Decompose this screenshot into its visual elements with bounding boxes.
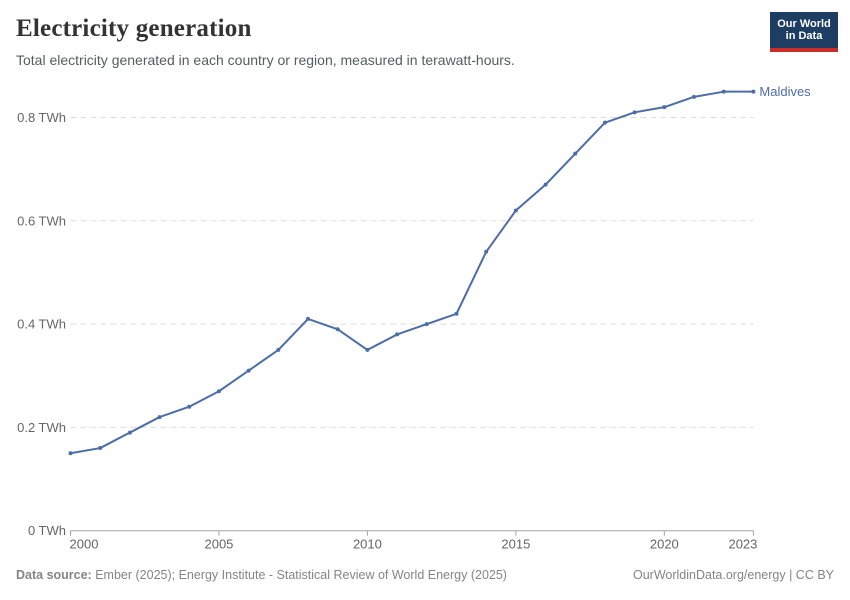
x-axis-tick-label: 2010 bbox=[353, 537, 382, 552]
chart-svg: 0 TWh 0.2 TWh 0.4 TWh 0.6 TWh 0.8 TWh 2000 200… bbox=[17, 84, 811, 552]
data-point bbox=[662, 105, 667, 110]
data-point bbox=[68, 451, 73, 456]
x-axis-tick-label: 2005 bbox=[204, 537, 233, 552]
data-point bbox=[127, 430, 132, 435]
x-axis-tick-label: 2000 bbox=[70, 537, 99, 552]
owid-logo[interactable]: Our World in Data bbox=[770, 12, 838, 52]
series-end-label: Maldives bbox=[759, 85, 811, 99]
data-point bbox=[276, 347, 281, 352]
data-point bbox=[751, 89, 756, 94]
data-point bbox=[484, 249, 489, 254]
data-point bbox=[424, 322, 429, 327]
chart-header: Electricity generation Total electricity… bbox=[16, 14, 756, 69]
page-title: Electricity generation bbox=[16, 15, 252, 42]
data-point bbox=[632, 110, 637, 115]
chart-subtitle: Total electricity generated in each coun… bbox=[16, 52, 515, 68]
data-point bbox=[246, 368, 251, 373]
y-axis-tick-label: 0.2 TWh bbox=[17, 420, 66, 435]
data-point bbox=[98, 446, 103, 451]
chart-footer: Data source: Ember (2025); Energy Instit… bbox=[16, 568, 834, 582]
data-point bbox=[157, 415, 162, 420]
data-point bbox=[573, 151, 578, 156]
y-axis-tick-label: 0.8 TWh bbox=[17, 110, 66, 125]
data-point bbox=[692, 94, 697, 99]
x-axis-tick-label: 2020 bbox=[650, 537, 679, 552]
x-axis-tick-label: 2023 bbox=[728, 537, 757, 552]
data-point bbox=[602, 120, 607, 125]
y-axis-tick-label: 0 TWh bbox=[28, 523, 66, 538]
data-point bbox=[454, 311, 459, 316]
owid-logo-line1: Our World bbox=[777, 18, 831, 30]
data-source-text: Ember (2025); Energy Institute - Statist… bbox=[91, 568, 507, 582]
owid-logo-line2: in Data bbox=[785, 30, 823, 42]
data-point bbox=[335, 327, 340, 332]
x-axis-tick-label: 2015 bbox=[501, 537, 530, 552]
data-point bbox=[721, 89, 726, 94]
data-point bbox=[543, 182, 548, 187]
data-point bbox=[513, 208, 518, 213]
data-point bbox=[365, 347, 370, 352]
data-point bbox=[187, 404, 192, 409]
data-line bbox=[69, 90, 755, 455]
y-axis-tick-label: 0.6 TWh bbox=[17, 213, 66, 228]
data-point bbox=[395, 332, 400, 337]
data-source-label: Data source: bbox=[16, 568, 92, 582]
data-point bbox=[216, 389, 221, 394]
credit-link[interactable]: OurWorldinData.org/energy | CC BY bbox=[632, 568, 834, 582]
data-source: Data source: Ember (2025); Energy Instit… bbox=[16, 568, 507, 582]
data-point bbox=[306, 316, 311, 321]
y-axis-tick-label: 0.4 TWh bbox=[17, 317, 66, 332]
line-chart[interactable]: 0 TWh 0.2 TWh 0.4 TWh 0.6 TWh 0.8 TWh 2000 200… bbox=[0, 84, 850, 560]
